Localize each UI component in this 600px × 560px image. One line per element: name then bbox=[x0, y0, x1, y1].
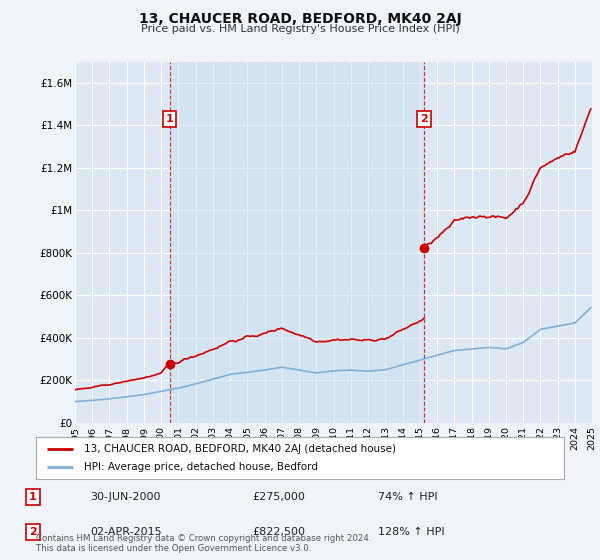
Text: Price paid vs. HM Land Registry's House Price Index (HPI): Price paid vs. HM Land Registry's House … bbox=[140, 24, 460, 34]
Text: 30-JUN-2000: 30-JUN-2000 bbox=[90, 492, 161, 502]
Text: 1: 1 bbox=[29, 492, 37, 502]
Text: 02-APR-2015: 02-APR-2015 bbox=[90, 527, 161, 537]
Text: 13, CHAUCER ROAD, BEDFORD, MK40 2AJ: 13, CHAUCER ROAD, BEDFORD, MK40 2AJ bbox=[139, 12, 461, 26]
Text: Contains HM Land Registry data © Crown copyright and database right 2024.
This d: Contains HM Land Registry data © Crown c… bbox=[36, 534, 371, 553]
Text: £275,000: £275,000 bbox=[252, 492, 305, 502]
Text: 1: 1 bbox=[166, 114, 173, 124]
Text: 128% ↑ HPI: 128% ↑ HPI bbox=[378, 527, 445, 537]
Text: 2: 2 bbox=[420, 114, 428, 124]
Bar bbox=[170, 62, 424, 423]
Text: 74% ↑ HPI: 74% ↑ HPI bbox=[378, 492, 437, 502]
Text: 13, CHAUCER ROAD, BEDFORD, MK40 2AJ (detached house): 13, CHAUCER ROAD, BEDFORD, MK40 2AJ (det… bbox=[83, 444, 395, 454]
Text: HPI: Average price, detached house, Bedford: HPI: Average price, detached house, Bedf… bbox=[83, 462, 317, 472]
Text: £822,500: £822,500 bbox=[252, 527, 305, 537]
Text: 2: 2 bbox=[29, 527, 37, 537]
